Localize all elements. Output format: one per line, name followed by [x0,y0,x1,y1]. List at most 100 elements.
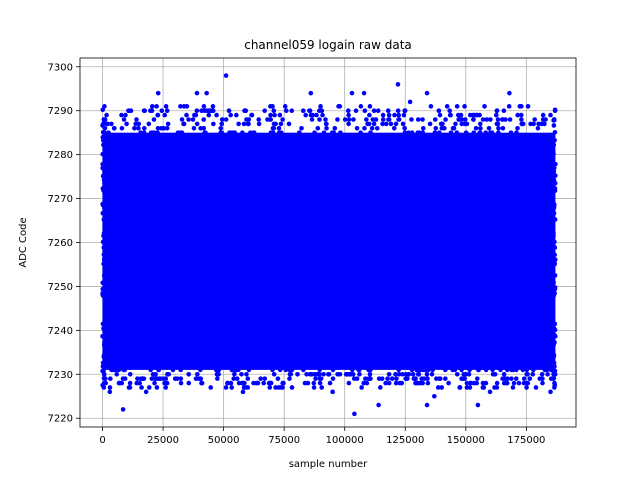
data-point [271,121,277,127]
data-point [552,129,558,135]
data-point [139,385,144,390]
data-point [477,130,483,135]
data-point [170,367,176,373]
data-point [442,125,447,131]
outlier-point [424,90,430,96]
data-point [483,367,489,373]
data-point [313,376,318,381]
data-point [141,125,147,131]
data-point [246,134,252,140]
data-point [333,134,338,140]
data-point [261,380,266,386]
data-point [371,108,377,114]
data-point [551,151,556,157]
data-point [432,130,438,135]
data-point [330,376,336,381]
data-point [215,376,220,381]
data-point [388,121,394,127]
data-point [165,121,171,127]
data-point [319,385,325,390]
data-point [186,117,191,122]
data-point [272,112,277,118]
data-point [240,130,245,135]
data-point [137,380,142,386]
data-point [436,108,442,114]
data-point [552,107,558,113]
outlier-point [395,82,401,87]
data-point [551,233,556,239]
data-point [400,121,406,127]
data-point [102,332,107,338]
x-tick-label: 0 [99,435,105,446]
data-point [241,121,247,127]
data-point [531,367,536,373]
data-point [100,210,106,216]
data-point [420,125,426,131]
data-point [485,134,491,140]
data-point [504,367,510,373]
outlier-point [194,90,200,96]
data-point [198,376,204,381]
data-point [552,368,558,374]
data-point [437,376,442,381]
data-point [106,130,111,135]
data-point [307,371,313,377]
data-point [246,367,252,373]
data-point [481,134,486,140]
data-point [363,376,368,381]
data-point [102,327,107,333]
data-point [101,372,107,377]
data-point [317,380,323,386]
data-point [301,367,306,373]
data-point [102,340,107,345]
data-point [358,130,363,135]
data-point [552,186,558,191]
data-point [278,130,284,135]
data-point [462,104,467,109]
data-point [157,376,163,381]
data-point [181,121,186,127]
data-point [149,376,155,381]
data-point [409,117,414,122]
data-point [280,380,285,386]
data-point [256,117,261,122]
data-point [119,125,125,131]
data-point [270,130,276,135]
data-point [100,321,106,327]
data-point [539,371,545,377]
data-point [324,125,329,131]
data-point [402,125,407,131]
x-tick-label: 75000 [268,435,300,446]
chart-title: channel059 logain raw data [244,38,412,52]
data-point [552,332,557,338]
outlier-point [349,90,355,96]
data-point [101,376,107,381]
data-point [386,371,392,377]
data-point [100,382,105,388]
data-point [317,367,322,373]
data-point [178,130,183,135]
data-point [251,130,256,135]
data-point [271,108,277,114]
data-point [239,363,244,368]
data-point [289,385,295,390]
outlier-point [204,90,209,96]
data-point [164,125,170,131]
data-point [112,134,117,140]
data-point [317,117,322,122]
data-point [241,385,247,390]
data-point [283,367,289,373]
data-point [100,364,106,369]
data-point [156,367,161,373]
data-point [127,371,133,377]
data-point [393,371,398,377]
data-point [283,108,289,114]
data-point [208,385,214,390]
data-point [471,117,476,122]
outlier-point [107,389,113,395]
data-point [100,161,105,167]
data-point [112,367,117,373]
data-point [271,371,277,377]
data-point [141,376,147,381]
data-point [135,376,140,381]
